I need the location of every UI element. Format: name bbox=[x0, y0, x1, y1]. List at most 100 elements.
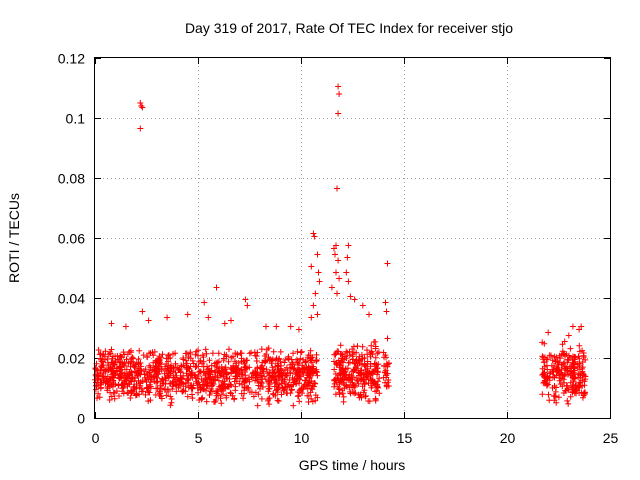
data-point bbox=[172, 350, 179, 357]
data-point bbox=[96, 394, 103, 401]
data-point bbox=[349, 374, 356, 381]
data-point bbox=[305, 371, 312, 378]
data-point bbox=[276, 372, 283, 379]
data-point bbox=[308, 263, 315, 270]
data-point bbox=[257, 379, 264, 386]
data-point bbox=[242, 296, 249, 303]
data-point bbox=[581, 378, 588, 385]
data-point bbox=[214, 372, 221, 379]
data-point bbox=[331, 366, 338, 373]
data-point bbox=[173, 388, 180, 395]
data-point bbox=[232, 383, 239, 390]
data-point bbox=[297, 349, 304, 356]
data-point bbox=[265, 372, 272, 379]
data-point bbox=[128, 355, 135, 362]
y-axis-title: ROTI / TECUs bbox=[6, 193, 22, 283]
data-point bbox=[156, 357, 163, 364]
data-point bbox=[333, 375, 339, 382]
data-point bbox=[328, 284, 335, 291]
data-point bbox=[287, 323, 294, 330]
data-point bbox=[362, 392, 369, 399]
data-point bbox=[313, 368, 319, 375]
data-point bbox=[314, 369, 320, 376]
data-point bbox=[571, 360, 578, 367]
data-point bbox=[254, 365, 261, 372]
data-point bbox=[202, 372, 209, 379]
data-point bbox=[217, 386, 224, 393]
data-point bbox=[358, 394, 365, 401]
data-point bbox=[556, 377, 563, 384]
data-point bbox=[206, 365, 212, 372]
data-point bbox=[266, 385, 273, 392]
data-point bbox=[105, 366, 112, 373]
data-point bbox=[165, 358, 172, 365]
data-point bbox=[309, 354, 316, 361]
data-point bbox=[105, 351, 112, 358]
data-point bbox=[179, 388, 186, 395]
data-point bbox=[130, 360, 137, 367]
data-point bbox=[340, 379, 347, 386]
data-point bbox=[543, 382, 550, 389]
data-point bbox=[337, 342, 344, 349]
data-point bbox=[362, 393, 369, 400]
data-point bbox=[349, 346, 356, 353]
data-point bbox=[147, 397, 154, 404]
data-point bbox=[541, 359, 548, 366]
data-point bbox=[331, 351, 338, 358]
data-point bbox=[554, 364, 561, 371]
data-point bbox=[299, 390, 306, 397]
data-point bbox=[118, 353, 124, 360]
data-point bbox=[184, 311, 191, 318]
data-point bbox=[310, 230, 317, 237]
data-point bbox=[253, 358, 260, 364]
data-point bbox=[186, 366, 193, 372]
data-point bbox=[212, 397, 219, 403]
data-point bbox=[579, 347, 586, 354]
data-point bbox=[549, 357, 556, 364]
data-point bbox=[382, 299, 389, 306]
data-point bbox=[299, 369, 306, 376]
data-point bbox=[242, 375, 249, 382]
data-point bbox=[231, 395, 238, 402]
data-point bbox=[307, 389, 314, 396]
data-point bbox=[363, 373, 370, 380]
data-point bbox=[347, 293, 354, 300]
data-point bbox=[345, 242, 352, 249]
data-point bbox=[273, 379, 279, 386]
data-point bbox=[340, 398, 347, 405]
data-point bbox=[221, 320, 228, 327]
data-point bbox=[563, 382, 570, 389]
data-point bbox=[120, 349, 127, 356]
data-point bbox=[228, 354, 235, 361]
y-tick-label: 0.1 bbox=[66, 111, 86, 127]
x-tick-label: 10 bbox=[294, 430, 310, 446]
data-point bbox=[359, 383, 366, 390]
data-point bbox=[355, 356, 362, 363]
x-tick-label: 0 bbox=[92, 430, 100, 446]
data-point bbox=[560, 350, 567, 357]
data-point bbox=[335, 257, 342, 264]
data-point bbox=[165, 365, 172, 372]
data-point bbox=[302, 377, 308, 384]
data-point bbox=[268, 360, 275, 367]
data-point bbox=[100, 362, 107, 368]
data-point bbox=[108, 393, 115, 400]
data-point bbox=[121, 362, 128, 369]
data-point bbox=[190, 382, 197, 389]
data-point bbox=[122, 323, 129, 330]
data-point bbox=[195, 347, 202, 354]
data-point bbox=[275, 356, 282, 363]
data-point bbox=[355, 391, 362, 398]
data-point bbox=[263, 351, 270, 358]
data-point bbox=[355, 380, 362, 387]
data-point bbox=[193, 363, 200, 370]
data-point bbox=[231, 358, 238, 365]
data-point bbox=[270, 348, 277, 355]
data-point bbox=[253, 371, 260, 378]
data-point bbox=[369, 382, 375, 389]
data-point bbox=[350, 382, 357, 389]
data-point bbox=[344, 254, 351, 261]
data-point bbox=[310, 302, 317, 309]
x-axis-title: GPS time / hours bbox=[299, 457, 406, 473]
data-points bbox=[92, 83, 589, 409]
